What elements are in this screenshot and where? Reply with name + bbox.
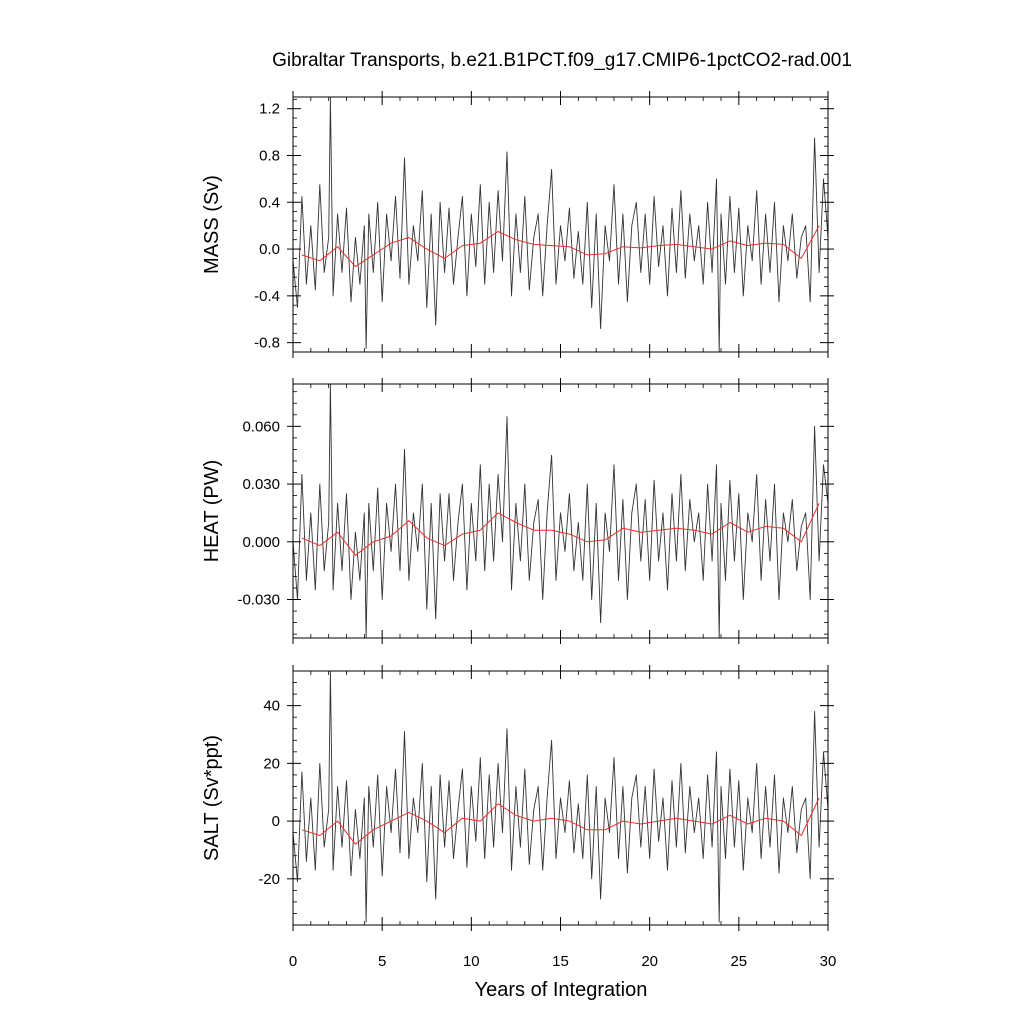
panel-mass-ytick-label: 0.4 — [259, 194, 280, 211]
panel-salt-series-raw-line — [293, 671, 828, 923]
panel-heat-ylabel: HEAT (PW) — [201, 460, 223, 563]
x-tick-label: 30 — [820, 953, 837, 970]
panel-heat-ytick-label: 0.030 — [242, 476, 280, 493]
panel-heat-series-raw-line — [293, 384, 828, 638]
panel-mass-frame — [292, 96, 829, 353]
panel-mass-ytick-label: 0.0 — [259, 241, 280, 258]
panel-mass-ylabel: MASS (Sv) — [201, 175, 223, 274]
panel-salt-ticks: 40 20 0 -20 0 5 10 15 20 25 30 — [258, 665, 836, 970]
panel-salt-ytick-label: 20 — [263, 755, 280, 772]
panel-heat-ytick-label: 0.000 — [242, 534, 280, 551]
panel-mass-series-raw-line — [293, 97, 828, 352]
panel-heat-ytick-label: 0.060 — [242, 418, 280, 435]
panel-salt-series-annual-mean-line — [301, 797, 820, 845]
x-tick-label: 20 — [641, 953, 658, 970]
panel-heat-ticks: 0.060 0.030 0.000 -0.030 — [237, 378, 834, 644]
panel-salt-ylabel: SALT (Sv*ppt) — [201, 735, 223, 861]
panel-heat-ytick-label: -0.030 — [237, 592, 280, 609]
x-tick-label: 10 — [463, 953, 480, 970]
panel-salt: 40 20 0 -20 0 5 10 15 20 25 30 SALT (Sv*ppt) — [201, 665, 836, 970]
panel-heat: 0.060 0.030 0.000 -0.030 HEAT (PW) — [201, 378, 834, 644]
panel-mass-series-annual-mean-line — [301, 225, 820, 268]
panel-heat-series-annual-mean-line — [301, 503, 820, 556]
panel-mass: 1.2 0.8 0.4 0.0 -0.4 -0.8 MASS (Sv) — [201, 91, 834, 358]
panel-mass-ytick-label: -0.4 — [254, 288, 280, 305]
panel-salt-ytick-label: 0 — [272, 813, 280, 830]
panel-salt-ytick-label: 40 — [263, 698, 280, 715]
panel-mass-ytick-label: -0.8 — [254, 335, 280, 352]
panel-heat-frame — [292, 383, 829, 639]
x-tick-label: 0 — [289, 953, 297, 970]
x-tick-label: 25 — [730, 953, 747, 970]
panel-mass-ytick-label: 0.8 — [259, 148, 280, 165]
chart-title: Gibraltar Transports, b.e21.B1PCT.f09_g1… — [272, 50, 852, 71]
x-axis-label: Years of Integration — [475, 979, 648, 1001]
panel-salt-ytick-label: -20 — [258, 871, 280, 888]
panel-mass-ytick-label: 1.2 — [259, 101, 280, 118]
x-tick-label: 15 — [552, 953, 569, 970]
x-tick-label: 5 — [378, 953, 386, 970]
panel-mass-ticks: 1.2 0.8 0.4 0.0 -0.4 -0.8 — [254, 91, 834, 358]
